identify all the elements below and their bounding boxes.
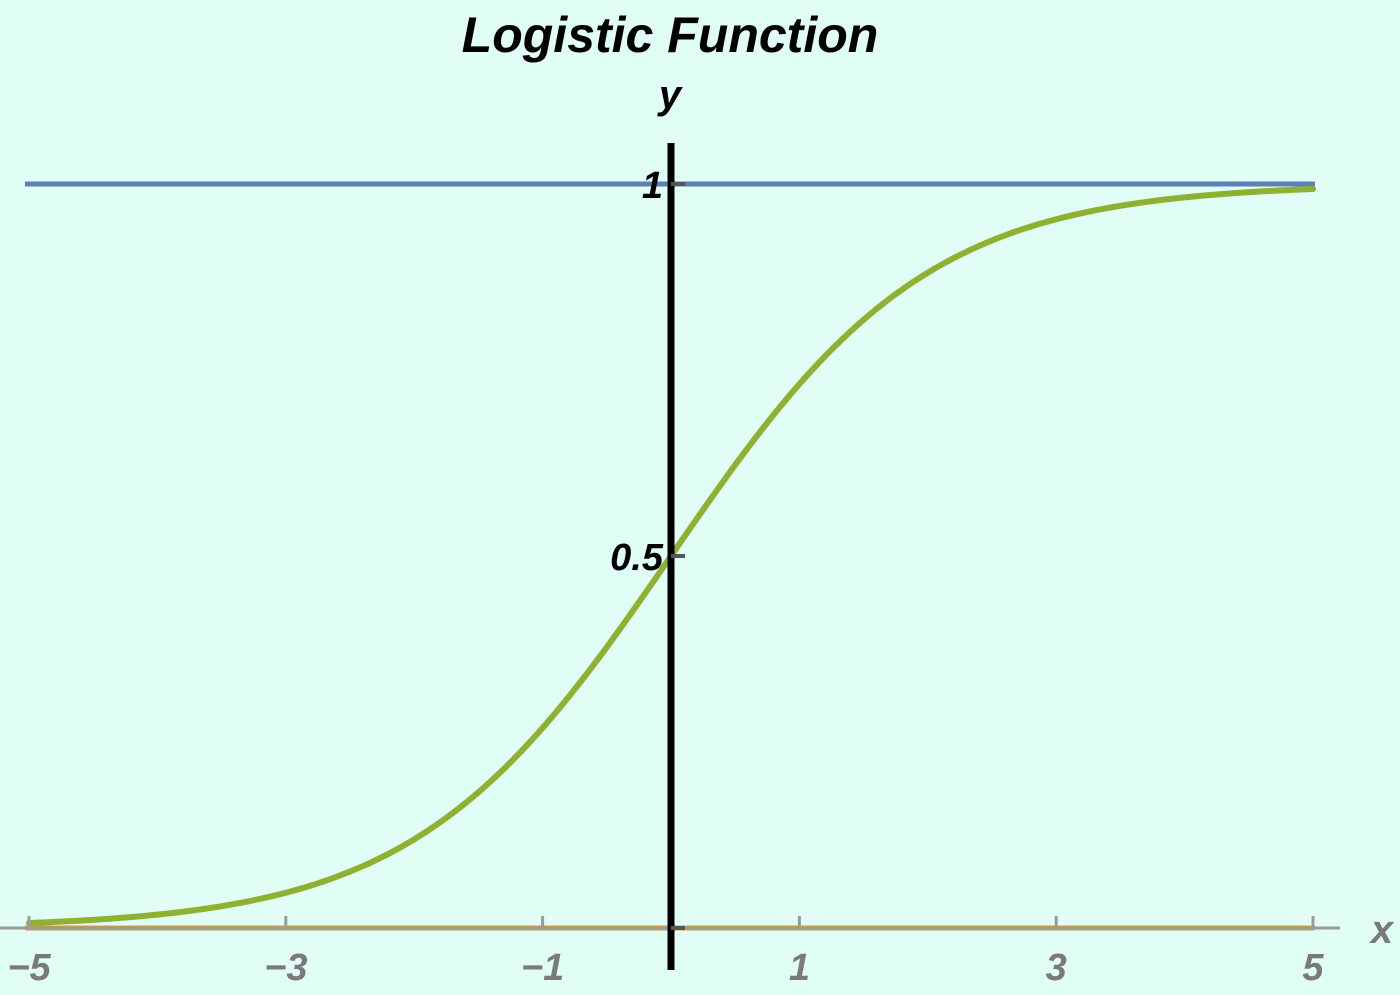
- axes-layer: [0, 143, 1340, 970]
- x-tick-label: 5: [1302, 947, 1324, 989]
- x-tick-label: 3: [1046, 947, 1067, 989]
- x-tick-label: −3: [264, 947, 307, 989]
- x-tick-label: −5: [7, 947, 51, 989]
- y-axis-label: y: [657, 73, 683, 117]
- chart-title: Logistic Function: [462, 7, 879, 63]
- x-axis-label: x: [1369, 908, 1395, 952]
- x-tick-label: 1: [789, 947, 810, 989]
- x-tick-label: −1: [521, 947, 564, 989]
- y-tick-label: 0.5: [610, 537, 664, 579]
- ticks-layer: −5 −3 −1 1 3 5 0.5 1: [7, 165, 1324, 989]
- y-tick-label: 1: [642, 165, 663, 207]
